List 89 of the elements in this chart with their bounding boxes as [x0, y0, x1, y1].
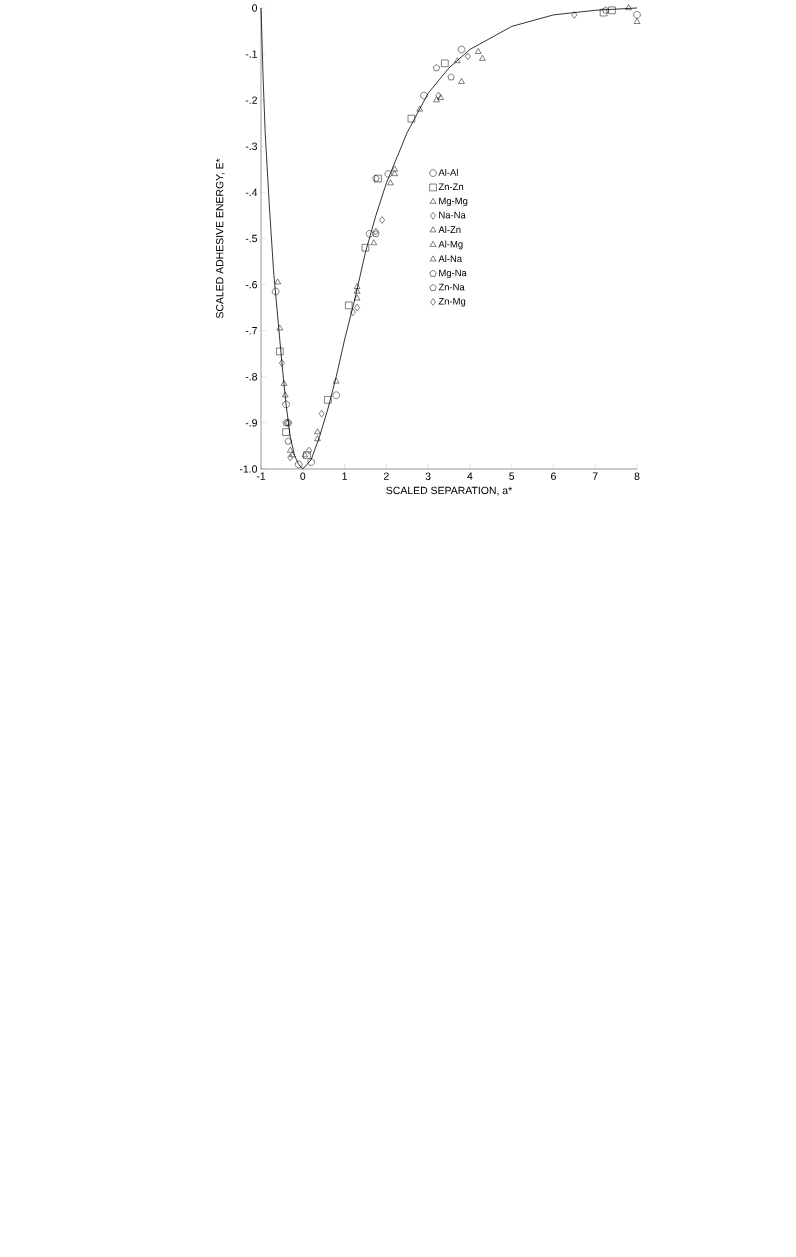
point: [437, 94, 444, 100]
point: [318, 410, 325, 418]
point: [314, 435, 321, 441]
y-tick-label: -.9: [245, 419, 257, 427]
legend-label: Al-Na: [438, 255, 463, 263]
y-tick-label: 0: [252, 4, 258, 12]
legend-label: Mg-Mg: [439, 197, 468, 207]
point: [379, 216, 385, 224]
point: [361, 244, 370, 252]
point: [475, 48, 482, 54]
legend-label: Zn-Na: [438, 283, 465, 291]
point: [435, 91, 442, 100]
point: [287, 453, 294, 462]
point: [353, 287, 361, 294]
point: [282, 400, 290, 409]
x-tick-label: 1: [342, 472, 347, 480]
point: [447, 73, 455, 81]
point: [345, 301, 353, 309]
point: [284, 437, 292, 445]
x-tick-label: 7: [592, 472, 598, 480]
point: [279, 359, 285, 367]
x-tick-label: 5: [509, 472, 515, 480]
point: [353, 283, 361, 289]
x-tick-label: 8: [634, 472, 640, 480]
point: [274, 278, 281, 285]
point: [350, 308, 356, 316]
point: [433, 96, 440, 103]
point: [602, 6, 610, 14]
point: [276, 347, 284, 356]
point: [307, 458, 315, 466]
point: [432, 64, 440, 71]
point: [387, 179, 394, 186]
legend-label: Zn-Zn: [438, 183, 464, 190]
point: [276, 324, 283, 331]
point: [314, 428, 321, 435]
point: [441, 59, 449, 67]
x-tick-label: 6: [551, 472, 556, 480]
point: [633, 18, 641, 24]
point: [391, 165, 398, 172]
y-tick-label: -.4: [245, 188, 258, 196]
y-tick-label: -.6: [245, 280, 258, 289]
point: [454, 57, 461, 63]
point: [391, 170, 398, 176]
y-tick-label: -.3: [245, 142, 258, 150]
legend-label: Zn-Mg: [438, 298, 466, 307]
point: [457, 45, 466, 54]
point: [372, 230, 380, 237]
x-tick-label: 2: [383, 472, 389, 480]
point: [384, 170, 393, 178]
point: [479, 55, 486, 61]
y-tick-label: -1.0: [239, 465, 258, 473]
y-axis-title: SCALED ADHESIVE ENERGY, E*: [215, 158, 225, 319]
point: [365, 230, 374, 238]
x-axis-title: SCALED SEPARATION, a*: [386, 486, 512, 496]
y-tick-label: -.5: [245, 234, 258, 243]
point: [353, 294, 361, 301]
legend-label: Al-Mg: [438, 240, 463, 250]
legend-label: Mg-Na: [439, 269, 467, 279]
point: [571, 11, 578, 19]
point: [458, 78, 465, 84]
legend-label: Al-Zn: [438, 226, 461, 233]
point: [282, 428, 290, 436]
x-tick-label: 4: [467, 472, 473, 480]
y-tick-label: -.7: [245, 327, 257, 335]
point: [420, 91, 428, 100]
point: [599, 8, 608, 17]
y-tick-label: -.1: [245, 50, 257, 58]
y-tick-label: -.8: [245, 373, 258, 381]
point: [287, 446, 294, 453]
point: [333, 377, 340, 384]
point: [280, 380, 288, 386]
legend-label: Na-Na: [439, 211, 466, 219]
point: [407, 114, 416, 123]
point: [370, 239, 377, 246]
point: [289, 451, 296, 458]
x-tick-label: -1: [256, 472, 266, 480]
y-tick-label: -.2: [245, 96, 257, 104]
x-tick-label: 0: [300, 472, 306, 480]
point: [608, 6, 616, 14]
point: [282, 391, 289, 398]
point: [633, 11, 641, 19]
point: [332, 391, 340, 399]
x-tick-label: 3: [425, 472, 431, 480]
point: [416, 105, 423, 112]
legend-label: Al-Al: [438, 168, 458, 176]
point: [324, 396, 332, 404]
point: [625, 4, 632, 10]
point: [271, 287, 280, 296]
point: [294, 460, 303, 469]
